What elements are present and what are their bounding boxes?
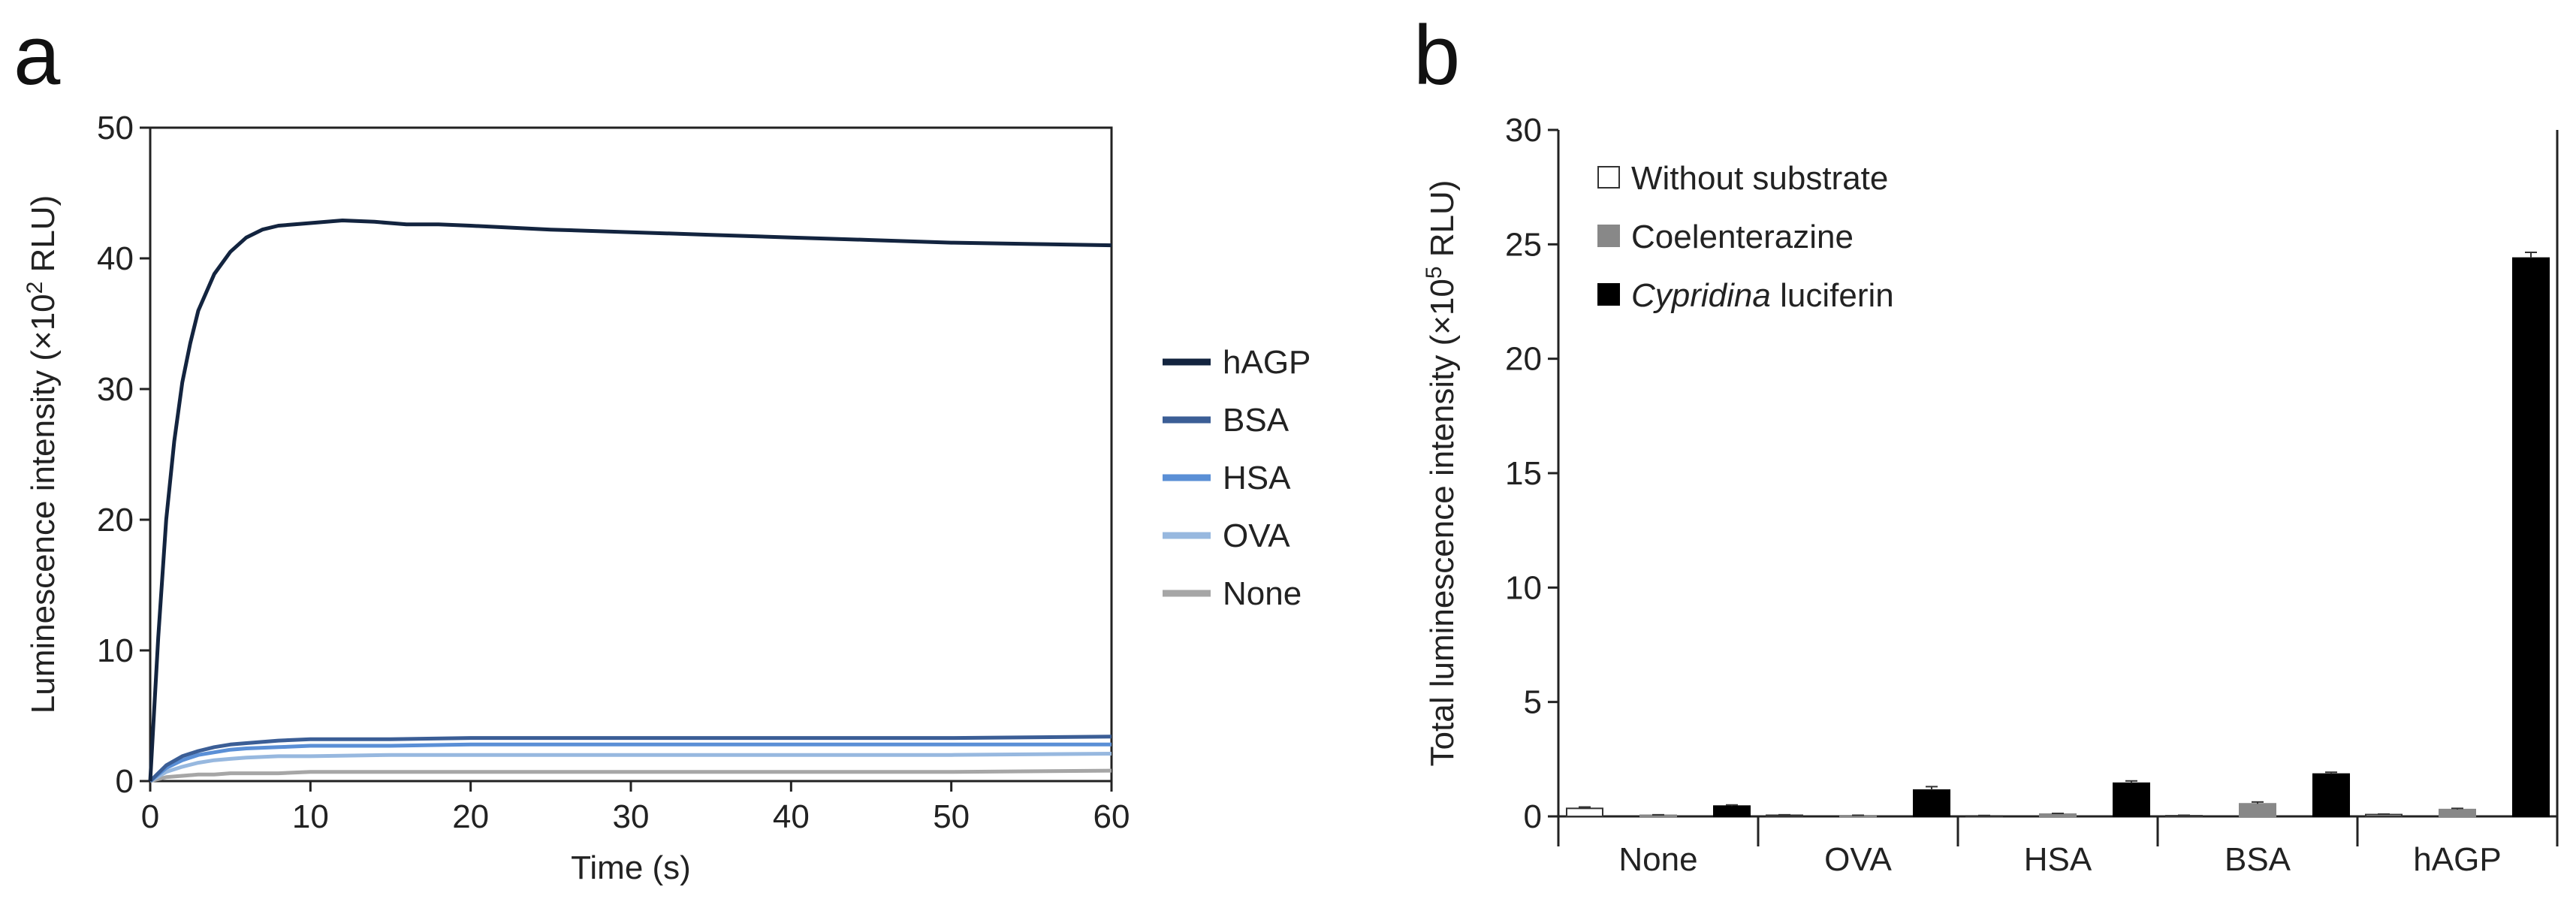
bar-chart-panel: 0 5 10 15 20 25 30 None OVA HSA BSA hAGP Total lum… — [1422, 112, 2559, 878]
y-tick-label: 10 — [1505, 569, 1542, 606]
legend-swatch-series-3 — [1597, 283, 1620, 306]
y-tick-label: 50 — [97, 110, 134, 146]
y-tick-label: 10 — [97, 632, 134, 669]
bar-hsa-series-3 — [2113, 782, 2150, 818]
x-tick-label: 20 — [452, 798, 489, 835]
y-tick-label: 40 — [97, 240, 134, 277]
line-chart-series — [148, 219, 1112, 783]
line-chart-y-axis: 0 10 20 30 40 50 — [97, 110, 150, 800]
bar-chart-legend: Without substrate Coelenterazine Cypridina… — [1597, 160, 1894, 314]
bar-chart-bars — [1566, 251, 2550, 818]
legend-label-series-3: Cypridina luciferin — [1631, 277, 1894, 314]
series-line-hagp — [148, 219, 1112, 782]
x-tick-label: 30 — [613, 798, 650, 835]
line-chart-y-axis-title: Luminescence intensity (×102 RLU) — [23, 195, 62, 713]
bar-chart-y-axis-title: Total luminescence intensity (×105 RLU) — [1422, 180, 1461, 767]
x-tick-label: 60 — [1093, 798, 1130, 835]
legend-label-ova: OVA — [1223, 517, 1290, 554]
y-tick-label: 0 — [116, 763, 134, 800]
category-label-hsa: HSA — [2024, 841, 2092, 878]
line-chart-legend: hAGP BSA HSA OVA None — [1163, 344, 1311, 612]
bar-none-series-1 — [1566, 807, 1603, 818]
legend-label-hagp: hAGP — [1223, 344, 1311, 381]
x-tick-label: 0 — [141, 798, 159, 835]
y-tick-label: 30 — [97, 371, 134, 408]
line-chart-x-axis: 0 10 20 30 40 50 60 — [141, 781, 1130, 835]
bar-chart-x-axis: None OVA HSA BSA hAGP — [1557, 816, 2559, 878]
series-line-hsa — [149, 742, 1112, 783]
legend-label-hsa: HSA — [1223, 460, 1291, 496]
y-tick-label: 5 — [1524, 684, 1542, 721]
bar-ova-series-3 — [1913, 789, 1950, 818]
category-label-ova: OVA — [1824, 841, 1892, 878]
x-tick-label: 10 — [292, 798, 329, 835]
y-tick-label: 30 — [1505, 112, 1542, 149]
series-line-bsa — [149, 735, 1112, 783]
bar-hsa-series-2 — [2039, 813, 2077, 818]
legend-label-series-1: Without substrate — [1631, 160, 1888, 197]
legend-label-bsa: BSA — [1223, 402, 1290, 439]
category-label-hagp: hAGP — [2413, 841, 2501, 878]
y-tick-label: 25 — [1505, 226, 1542, 263]
y-tick-label: 20 — [1505, 341, 1542, 378]
legend-label-series-2: Coelenterazine — [1631, 219, 1854, 255]
series-line-ova — [149, 752, 1112, 783]
legend-label-none: None — [1223, 575, 1302, 612]
category-label-bsa: BSA — [2225, 841, 2291, 878]
bar-bsa-series-3 — [2312, 773, 2350, 818]
x-tick-label: 40 — [773, 798, 810, 835]
line-chart-panel: 0 10 20 30 40 50 0 10 20 30 40 50 60 Time (s) Lumin… — [23, 110, 1311, 886]
legend-swatch-series-2 — [1597, 225, 1620, 247]
series-line-none — [149, 768, 1112, 783]
category-label-none: None — [1618, 841, 1697, 878]
line-chart-x-axis-title: Time (s) — [571, 849, 691, 886]
panel-b-letter: b — [1413, 8, 1460, 102]
y-tick-label: 0 — [1524, 798, 1542, 835]
bar-bsa-series-2 — [2239, 803, 2276, 817]
y-tick-label: 15 — [1505, 455, 1542, 492]
panel-a-letter: a — [14, 8, 61, 102]
bar-hagp-series-3 — [2512, 257, 2550, 817]
y-tick-label: 20 — [97, 502, 134, 538]
legend-swatch-series-1 — [1597, 166, 1620, 189]
x-tick-label: 50 — [933, 798, 970, 835]
bar-chart-y-axis: 0 5 10 15 20 25 30 — [1505, 112, 1558, 835]
bar-hagp-series-2 — [2439, 808, 2476, 817]
bar-none-series-3 — [1713, 805, 1751, 818]
